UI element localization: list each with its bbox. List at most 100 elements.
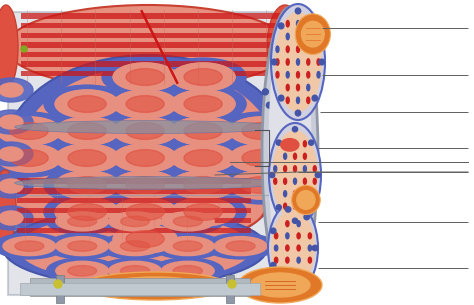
- Ellipse shape: [307, 59, 310, 65]
- Ellipse shape: [102, 139, 188, 177]
- Ellipse shape: [113, 144, 177, 172]
- Ellipse shape: [271, 228, 276, 234]
- Ellipse shape: [5, 170, 265, 246]
- Ellipse shape: [0, 174, 33, 198]
- Ellipse shape: [0, 144, 61, 172]
- Ellipse shape: [273, 166, 277, 172]
- Ellipse shape: [68, 177, 106, 193]
- Ellipse shape: [113, 63, 177, 91]
- Ellipse shape: [271, 4, 325, 120]
- Bar: [21, 61, 284, 67]
- Bar: [21, 52, 284, 57]
- Ellipse shape: [276, 140, 282, 145]
- Ellipse shape: [10, 123, 48, 139]
- Ellipse shape: [308, 257, 311, 263]
- Bar: [17, 218, 251, 223]
- Ellipse shape: [162, 212, 214, 231]
- Ellipse shape: [309, 140, 314, 145]
- Ellipse shape: [286, 20, 289, 27]
- Ellipse shape: [126, 69, 164, 85]
- Ellipse shape: [308, 233, 311, 239]
- Ellipse shape: [283, 141, 287, 147]
- Ellipse shape: [283, 203, 287, 209]
- Ellipse shape: [292, 127, 298, 132]
- Ellipse shape: [283, 178, 287, 184]
- Ellipse shape: [0, 142, 33, 166]
- Ellipse shape: [205, 233, 276, 259]
- Ellipse shape: [171, 198, 235, 226]
- Ellipse shape: [285, 284, 291, 289]
- Ellipse shape: [171, 171, 235, 199]
- Ellipse shape: [286, 59, 289, 65]
- Ellipse shape: [242, 177, 280, 193]
- Ellipse shape: [109, 261, 162, 280]
- Ellipse shape: [297, 33, 300, 40]
- Ellipse shape: [173, 216, 202, 227]
- Ellipse shape: [268, 203, 318, 293]
- Ellipse shape: [3, 210, 267, 286]
- Bar: [226, 275, 234, 303]
- Ellipse shape: [184, 204, 222, 221]
- Ellipse shape: [171, 63, 235, 91]
- Ellipse shape: [307, 84, 310, 91]
- Ellipse shape: [297, 59, 300, 65]
- Ellipse shape: [218, 166, 304, 204]
- Ellipse shape: [113, 117, 177, 145]
- Ellipse shape: [171, 117, 235, 145]
- Bar: [56, 275, 64, 303]
- Bar: [21, 23, 284, 28]
- Ellipse shape: [286, 46, 289, 52]
- Ellipse shape: [171, 171, 235, 199]
- Ellipse shape: [100, 258, 171, 284]
- Ellipse shape: [238, 267, 322, 303]
- Ellipse shape: [152, 209, 223, 234]
- Ellipse shape: [100, 209, 171, 234]
- Ellipse shape: [297, 245, 300, 251]
- Ellipse shape: [184, 149, 222, 167]
- Ellipse shape: [152, 233, 223, 259]
- Ellipse shape: [113, 198, 177, 226]
- Ellipse shape: [102, 193, 188, 231]
- Bar: [30, 278, 250, 296]
- Ellipse shape: [250, 273, 310, 297]
- Ellipse shape: [297, 46, 300, 52]
- Ellipse shape: [228, 280, 236, 288]
- Ellipse shape: [0, 233, 65, 259]
- Ellipse shape: [242, 149, 280, 167]
- Ellipse shape: [307, 72, 310, 78]
- Ellipse shape: [184, 95, 222, 113]
- Ellipse shape: [263, 89, 268, 95]
- Ellipse shape: [274, 257, 278, 263]
- Ellipse shape: [160, 112, 246, 150]
- Ellipse shape: [286, 72, 289, 78]
- Ellipse shape: [46, 209, 118, 234]
- Ellipse shape: [281, 138, 299, 151]
- Ellipse shape: [271, 263, 276, 268]
- Ellipse shape: [162, 261, 214, 280]
- Ellipse shape: [319, 59, 325, 65]
- Ellipse shape: [307, 20, 310, 27]
- Ellipse shape: [286, 233, 289, 239]
- Ellipse shape: [109, 212, 162, 231]
- Ellipse shape: [20, 67, 275, 243]
- Ellipse shape: [80, 272, 230, 300]
- Bar: [21, 71, 284, 77]
- Ellipse shape: [0, 206, 33, 230]
- Ellipse shape: [56, 237, 109, 256]
- Ellipse shape: [0, 110, 33, 134]
- Ellipse shape: [126, 95, 164, 113]
- Ellipse shape: [214, 237, 267, 256]
- Ellipse shape: [105, 277, 205, 295]
- Ellipse shape: [303, 166, 306, 172]
- Ellipse shape: [152, 258, 223, 284]
- Ellipse shape: [317, 59, 320, 65]
- Ellipse shape: [56, 212, 109, 231]
- Bar: [17, 188, 251, 194]
- Ellipse shape: [301, 21, 324, 47]
- Ellipse shape: [0, 117, 61, 145]
- Ellipse shape: [218, 139, 304, 177]
- Ellipse shape: [19, 214, 251, 282]
- Ellipse shape: [286, 97, 289, 103]
- Ellipse shape: [295, 8, 301, 14]
- Ellipse shape: [273, 77, 279, 83]
